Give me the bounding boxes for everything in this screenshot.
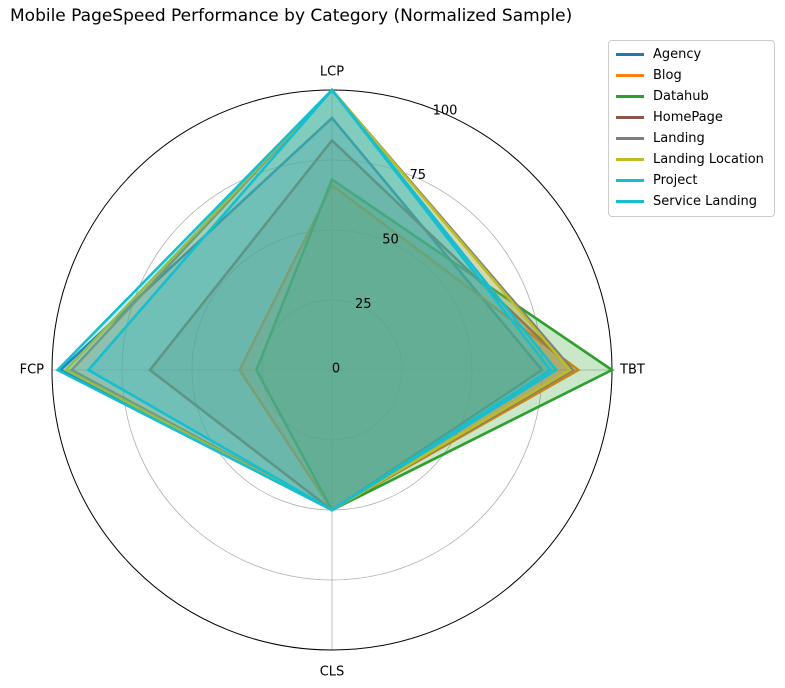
legend-label: Project xyxy=(653,173,698,188)
legend-swatch xyxy=(616,200,644,203)
series-fill xyxy=(239,185,579,510)
radial-tick-label: 50 xyxy=(382,233,399,248)
series-line xyxy=(55,88,558,512)
series-fill xyxy=(256,179,612,510)
legend-label: HomePage xyxy=(653,110,723,125)
radial-tick-label: 100 xyxy=(433,104,458,119)
legend-swatch xyxy=(616,137,644,140)
legend-item: HomePage xyxy=(609,107,774,128)
legend-label: Landing Location xyxy=(653,152,764,167)
legend-label: Service Landing xyxy=(653,194,757,209)
axis-label: LCP xyxy=(320,65,344,80)
legend-item: Blog xyxy=(609,65,774,86)
legend-label: Datahub xyxy=(653,89,709,104)
legend-item: Landing xyxy=(609,128,774,149)
series-fill xyxy=(66,90,570,510)
legend-swatch xyxy=(616,53,644,56)
legend: Agency Blog Datahub HomePage Landing Landing … xyxy=(608,40,775,217)
legend-swatch xyxy=(616,158,644,161)
chart-title: Mobile PageSpeed Performance by Category… xyxy=(10,6,573,26)
radial-tick-label: 0 xyxy=(332,362,340,377)
radial-tick-label: 75 xyxy=(410,168,427,183)
series-fill xyxy=(88,90,551,510)
series-fill xyxy=(57,90,556,510)
legend-item: Datahub xyxy=(609,86,774,107)
legend-item: Landing Location xyxy=(609,149,774,170)
axis-label: CLS xyxy=(320,665,345,680)
legend-swatch xyxy=(616,74,644,77)
legend-label: Blog xyxy=(653,68,682,83)
series-fill xyxy=(150,140,573,510)
legend-label: Landing xyxy=(653,131,705,146)
legend-swatch xyxy=(616,95,644,98)
legend-item: Agency xyxy=(609,44,774,65)
legend-item: Project xyxy=(609,170,774,191)
series-layer xyxy=(55,87,615,512)
axis-label: FCP xyxy=(20,363,45,378)
legend-swatch xyxy=(616,179,644,182)
series-fill xyxy=(60,118,543,510)
legend-label: Agency xyxy=(653,47,702,62)
axis-label: TBT xyxy=(619,363,645,378)
legend-swatch xyxy=(616,116,644,119)
series-fill xyxy=(71,90,573,510)
legend-item: Service Landing xyxy=(609,191,774,212)
radial-tick-label: 25 xyxy=(355,297,372,312)
label-layer: 0 25 50 75 100 LCP TBT CLS FCP xyxy=(20,65,645,680)
